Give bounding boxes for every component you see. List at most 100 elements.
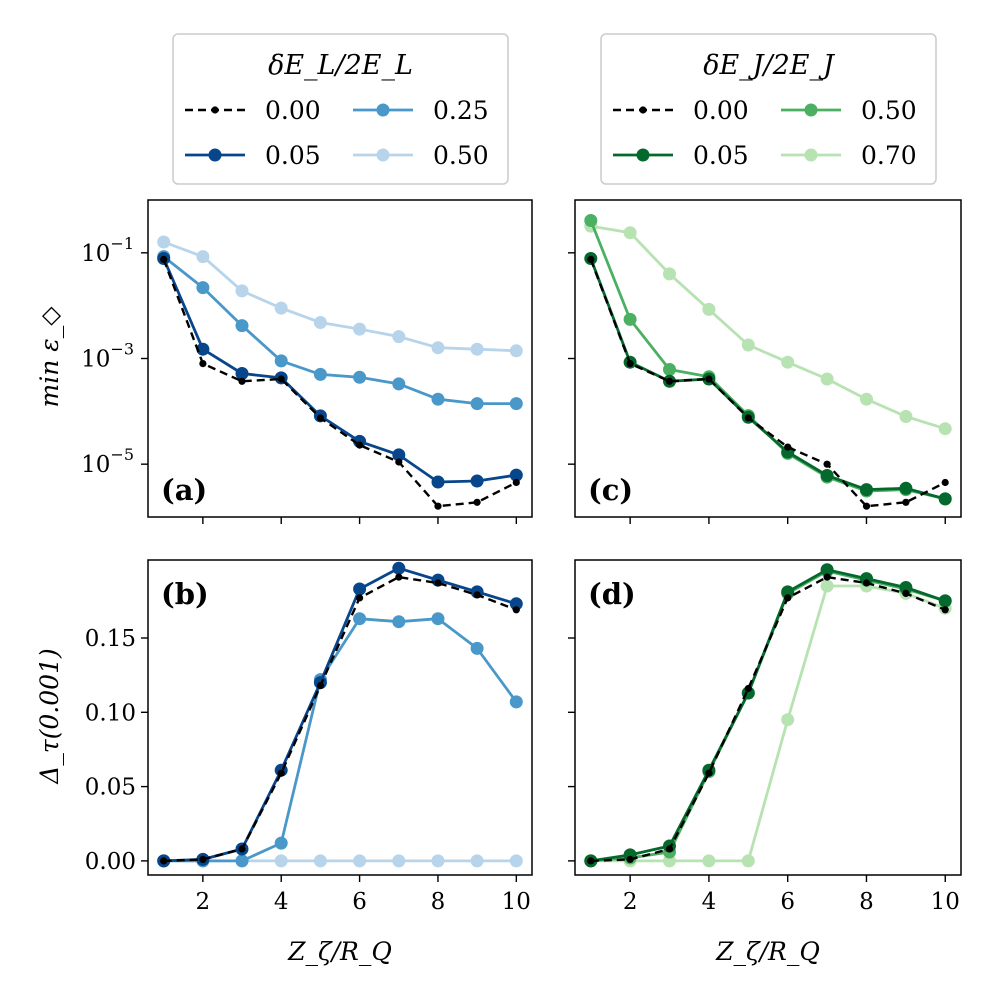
series-line [590,224,946,431]
data-point [392,330,406,344]
data-point [353,370,367,384]
data-point [899,581,913,594]
data-point [941,606,949,614]
data-point [356,594,364,602]
data-point [277,375,285,383]
data-point [238,377,246,385]
data-point [196,342,210,356]
legend-box [600,33,937,185]
legend-entry-0.00: 0.00 [185,96,321,125]
data-point [470,342,484,356]
data-point [199,855,207,864]
panel-c: (c) [568,199,962,524]
y-tick-base: 10 [81,241,110,267]
legend-entry-0.05: 0.05 [185,141,321,170]
data-point [509,597,523,611]
data-point [274,836,288,850]
data-point [353,612,367,626]
series-line [589,219,946,501]
data-point [313,316,327,329]
data-point [899,410,913,423]
axes-frame-b [147,559,533,876]
data-point [431,475,445,489]
data-point [277,769,285,777]
data-point [741,338,755,352]
x-tick-label: 4 [274,889,289,915]
y-tick-label: 0.15 [85,626,136,652]
panels: 10−110−310−5(a) (c)2 4 6 8 100.000.050.100.15… [81,199,962,915]
series-line [589,258,946,501]
legend-ej: δE_J/2E_J 0.00 0.50 0.05 0.70 [600,33,937,185]
data-point [702,854,716,868]
data-point [431,854,445,868]
data-point [584,214,598,227]
data-point [434,502,442,510]
data-point [316,414,324,422]
series-line [162,257,517,484]
data-point [823,573,831,581]
series-line [163,575,517,863]
data-point [313,854,327,868]
series-line [589,258,946,508]
legend-entry-0.25: 0.25 [353,96,489,125]
legend-marker [636,148,650,162]
data-point [705,375,713,383]
data-point [820,563,834,577]
data-point [392,854,406,868]
data-point [196,281,210,295]
data-point [473,591,481,599]
y-label-bottom: Δ_τ(0.001) [35,648,64,784]
data-point [235,319,249,333]
data-point [665,377,674,385]
data-point [938,422,952,436]
panel-label-d: (d) [588,577,636,611]
data-point [741,854,755,868]
y-tick-label: 10−1 [81,234,134,267]
data-point [587,857,595,865]
legend-entry-0.05: 0.05 [613,141,749,170]
panel-label-a: (a) [161,473,207,507]
y-tick-label: 10−5 [81,445,134,478]
legend-entry-0.50: 0.50 [353,141,489,170]
y-tick-label: 0.00 [85,849,136,875]
legends: δE_L/2E_L 0.00 0.25 0.05 0.50 δE_J/2E_J 0.00 0.… [172,33,937,185]
y-tick-exponent: −5 [110,445,134,464]
data-point [470,397,484,411]
x-label-right: Z_ζ/R_Q [715,937,820,966]
legend-marker [376,103,390,117]
x-tick-label: 8 [859,889,874,915]
legend-entry-0.70: 0.70 [781,141,917,170]
axes-frame-d [574,559,962,876]
legend-label: 0.05 [693,141,749,170]
y-tick-label: 0.05 [85,775,136,801]
panel-label-b: (b) [161,577,209,611]
data-point [395,458,403,466]
legend-label: 0.70 [861,141,917,170]
data-point [823,460,831,468]
series-line [590,568,946,863]
panel-d: 2 4 6 8 10 (d) [568,559,962,915]
legend-label: 0.05 [265,141,321,170]
data-point [784,594,792,602]
data-point [316,682,324,690]
series-line [163,240,517,353]
data-point [623,312,637,326]
data-point [665,845,674,853]
y-tick-base: 10 [81,452,110,478]
legend-label: 0.50 [433,141,489,170]
legend-entry-0.50: 0.50 [781,96,917,125]
series-a-0.25 [157,250,523,411]
y-tick-exponent: −1 [110,234,134,253]
axis-labels: min ε_◇ Δ_τ(0.001) Z_ζ/R_Q Z_ζ/R_Q [35,306,820,966]
x-tick-label: 6 [780,889,795,915]
data-point [238,845,246,853]
data-point [781,713,795,727]
data-point [470,641,484,655]
y-tick-exponent: −3 [110,340,134,359]
data-point [392,615,406,629]
data-point [392,377,406,391]
data-point [509,695,523,709]
data-point [160,857,168,865]
legend-entry-0.00: 0.00 [613,96,749,125]
